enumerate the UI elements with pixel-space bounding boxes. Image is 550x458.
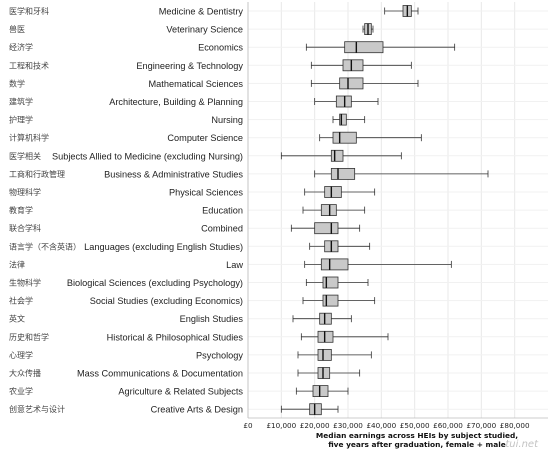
category-label-zh: 创意艺术与设计 xyxy=(9,404,65,414)
category-label-en: Languages (excluding English Studies) xyxy=(84,242,243,252)
watermark: tui.net xyxy=(505,439,538,450)
category-label-zh: 农业学 xyxy=(9,386,33,396)
box xyxy=(339,113,347,126)
box xyxy=(322,276,339,289)
category-label-en: Computer Science xyxy=(167,133,243,143)
category-label-en: Engineering & Technology xyxy=(136,61,243,71)
x-axis-label: Median earnings across HEIs by subject s… xyxy=(292,431,542,449)
category-label-en: Mathematical Sciences xyxy=(149,79,244,89)
category-label-zh: 工程和技术 xyxy=(9,60,49,70)
category-label-en: Physical Sciences xyxy=(169,188,243,198)
category-label-en: Economics xyxy=(198,43,243,53)
box xyxy=(342,59,364,72)
x-tick-label: £40,000 xyxy=(366,421,396,430)
category-label-en: Biological Sciences (excluding Psycholog… xyxy=(67,278,243,288)
x-tick-label: £50,000 xyxy=(400,421,430,430)
category-label-zh: 法律 xyxy=(9,259,25,269)
box xyxy=(322,294,339,307)
x-tick-label: £30,000 xyxy=(333,421,363,430)
category-label-zh: 计算机科学 xyxy=(9,133,49,143)
category-label-zh: 工商和行政管理 xyxy=(9,169,65,179)
box xyxy=(344,41,384,54)
category-label-en: Law xyxy=(226,260,243,270)
x-tick-label: £0 xyxy=(243,421,253,430)
x-tick-label: £80,000 xyxy=(500,421,530,430)
category-label-zh: 护理学 xyxy=(9,115,33,125)
category-label-zh: 兽医 xyxy=(9,24,25,34)
x-tick-label: £70,000 xyxy=(466,421,496,430)
category-label-zh: 医学相关 xyxy=(9,151,41,161)
box xyxy=(335,95,352,108)
category-label-zh: 大众传播 xyxy=(9,368,41,378)
box xyxy=(317,330,334,343)
category-label-zh: 教育学 xyxy=(9,205,33,215)
box xyxy=(324,186,342,198)
category-label-en: Architecture, Building & Planning xyxy=(109,97,243,107)
category-label-zh: 数学 xyxy=(9,78,25,88)
x-tick-label: £20,000 xyxy=(300,421,330,430)
category-label-zh: 经济学 xyxy=(9,42,33,52)
category-label-zh: 英文 xyxy=(9,314,25,324)
category-label-zh: 历史和哲学 xyxy=(9,332,49,342)
category-label-zh: 心理学 xyxy=(9,350,33,360)
box xyxy=(330,167,356,180)
category-label-en: Creative Arts & Design xyxy=(151,405,243,415)
box xyxy=(332,131,357,144)
category-label-en: Medicine & Dentistry xyxy=(159,7,244,17)
category-label-zh: 联合学科 xyxy=(9,223,41,233)
box xyxy=(317,348,332,361)
x-tick-label: £60,000 xyxy=(433,421,463,430)
box xyxy=(319,312,332,325)
box xyxy=(339,77,364,90)
box xyxy=(320,204,337,217)
category-label-en: Veterinary Science xyxy=(166,25,243,35)
category-label-en: Subjects Allied to Medicine (excluding N… xyxy=(52,151,243,161)
category-label-en: Social Studies (excluding Economics) xyxy=(90,296,243,306)
box xyxy=(314,222,339,235)
box xyxy=(317,367,331,379)
category-label-en: English Studies xyxy=(180,314,244,324)
box xyxy=(320,258,349,271)
box xyxy=(312,385,329,398)
category-label-en: Combined xyxy=(201,224,243,234)
category-label-zh: 生物科学 xyxy=(9,278,41,288)
category-label-en: Business & Administrative Studies xyxy=(104,169,243,179)
box xyxy=(309,403,322,416)
category-label-zh: 物理科学 xyxy=(9,187,41,197)
x-tick-label: £10,000 xyxy=(266,421,296,430)
category-label-en: Education xyxy=(202,206,243,216)
category-label-en: Nursing xyxy=(211,115,243,125)
box xyxy=(330,149,344,162)
category-label-zh: 建筑学 xyxy=(9,97,33,107)
x-axis-label-line2: five years after graduation, female + ma… xyxy=(328,440,506,449)
category-label-zh: 社会学 xyxy=(9,296,33,306)
category-label-en: Historical & Philosophical Studies xyxy=(107,332,244,342)
category-label-en: Mass Communications & Documentation xyxy=(77,369,243,379)
category-label-zh: 医学和牙科 xyxy=(9,6,49,16)
category-label-en: Psychology xyxy=(196,350,243,360)
x-axis-label-line1: Median earnings across HEIs by subject s… xyxy=(315,431,519,440)
category-label-zh: 语言学（不含英语） xyxy=(9,241,81,251)
category-label-en: Agriculture & Related Subjects xyxy=(118,387,243,397)
